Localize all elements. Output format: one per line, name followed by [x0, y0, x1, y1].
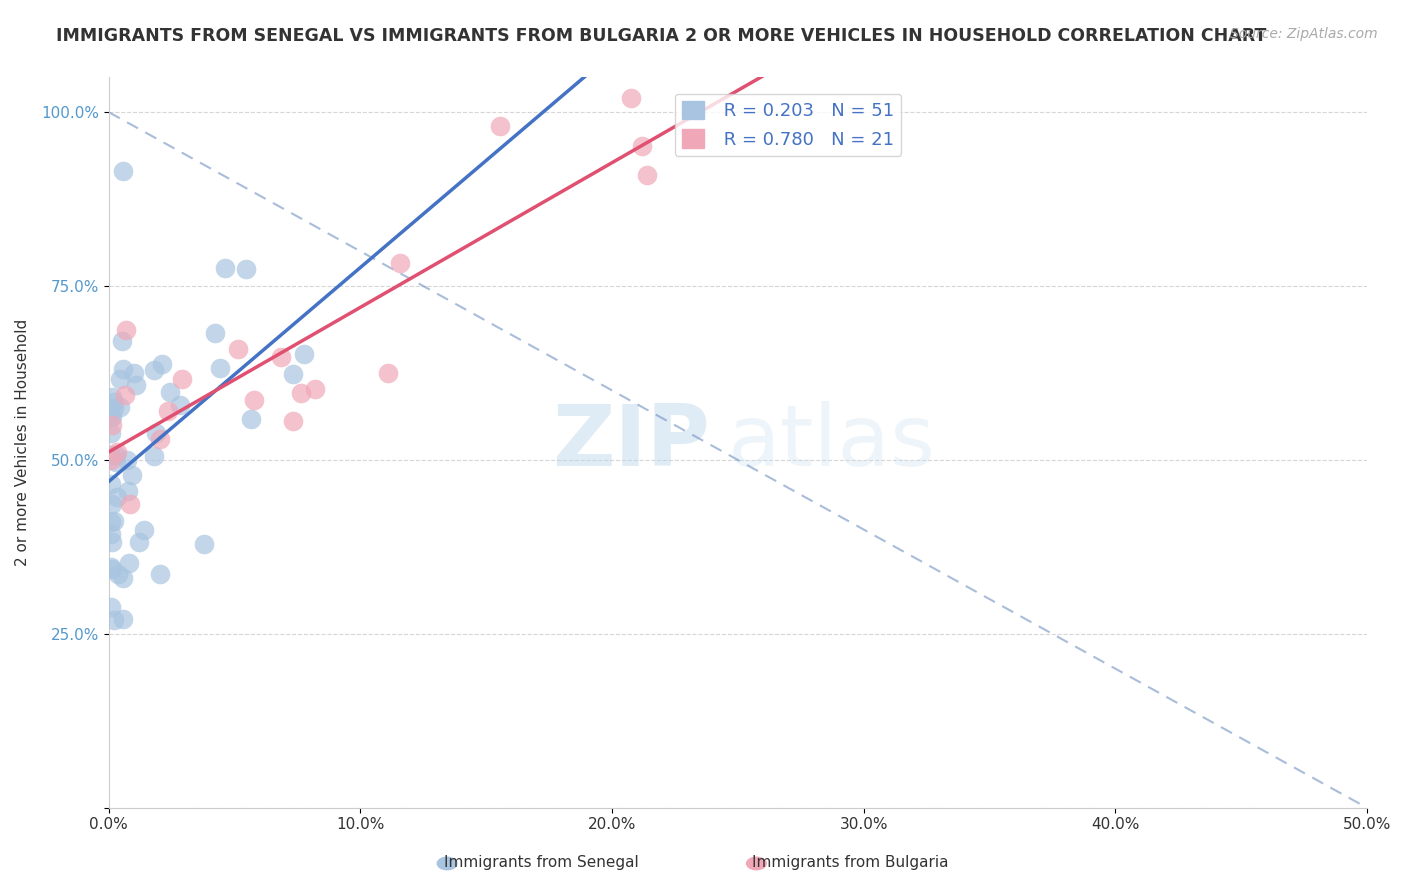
Point: [270, 350, 292, 364]
Point: [145, 425, 167, 440]
Point: [104, 455, 127, 469]
Point: [149, 433, 172, 447]
Point: [100, 561, 122, 575]
Point: [101, 409, 124, 424]
Point: [100, 477, 122, 491]
Text: ZIP: ZIP: [553, 401, 710, 484]
Point: [208, 360, 231, 375]
Point: [292, 346, 315, 360]
Point: [226, 342, 249, 356]
Point: [128, 535, 150, 549]
Point: [281, 367, 304, 381]
Point: [150, 357, 173, 371]
Point: [290, 385, 312, 400]
Point: [117, 453, 139, 467]
Point: [631, 138, 654, 153]
Point: [100, 600, 122, 615]
Point: [118, 556, 141, 570]
Point: [111, 164, 134, 178]
Legend:  R = 0.203   N = 51,  R = 0.780   N = 21: R = 0.203 N = 51, R = 0.780 N = 21: [675, 94, 901, 156]
Point: [103, 613, 125, 627]
Point: [100, 515, 122, 529]
Y-axis label: 2 or more Vehicles in Household: 2 or more Vehicles in Household: [15, 319, 30, 566]
Point: [103, 514, 125, 528]
Point: [112, 362, 135, 376]
Point: [111, 334, 134, 349]
Text: IMMIGRANTS FROM SENEGAL VS IMMIGRANTS FROM BULGARIA 2 OR MORE VEHICLES IN HOUSEH: IMMIGRANTS FROM SENEGAL VS IMMIGRANTS FR…: [56, 27, 1267, 45]
Point: [111, 612, 134, 626]
Point: [143, 363, 166, 377]
Point: [388, 255, 411, 269]
Point: [620, 91, 643, 105]
Point: [204, 326, 226, 340]
Point: [100, 409, 122, 423]
Point: [103, 401, 125, 415]
Text: atlas: atlas: [728, 401, 936, 484]
Point: [239, 411, 262, 425]
Point: [489, 119, 512, 133]
Point: [111, 572, 134, 586]
Point: [107, 566, 129, 581]
Point: [122, 366, 145, 380]
Point: [159, 384, 181, 399]
Point: [193, 536, 215, 550]
Point: [101, 497, 124, 511]
Point: [377, 367, 399, 381]
Point: [108, 400, 131, 414]
Point: [101, 418, 124, 433]
Point: [117, 484, 139, 499]
Point: [134, 523, 156, 537]
Point: [103, 394, 125, 409]
Point: [304, 382, 326, 396]
Point: [100, 560, 122, 574]
Point: [149, 566, 172, 581]
Text: Immigrants from Bulgaria: Immigrants from Bulgaria: [752, 855, 949, 870]
Point: [104, 448, 127, 462]
Point: [105, 445, 128, 459]
Point: [281, 414, 304, 428]
Point: [100, 448, 122, 462]
Point: [100, 425, 122, 440]
Point: [114, 323, 136, 337]
Text: Source: ZipAtlas.com: Source: ZipAtlas.com: [1230, 27, 1378, 41]
Point: [120, 497, 142, 511]
Point: [105, 490, 128, 504]
Point: [121, 468, 143, 483]
Point: [100, 453, 122, 467]
Point: [101, 534, 124, 549]
Text: Immigrants from Senegal: Immigrants from Senegal: [444, 855, 638, 870]
Point: [243, 393, 266, 408]
Point: [636, 168, 658, 182]
Point: [114, 388, 136, 402]
Point: [100, 527, 122, 541]
Point: [142, 449, 165, 463]
Point: [170, 372, 193, 386]
Point: [125, 377, 148, 392]
Point: [108, 372, 131, 386]
Point: [169, 398, 191, 412]
Point: [214, 260, 236, 275]
Point: [235, 262, 257, 277]
Point: [157, 403, 180, 417]
Point: [101, 390, 124, 404]
